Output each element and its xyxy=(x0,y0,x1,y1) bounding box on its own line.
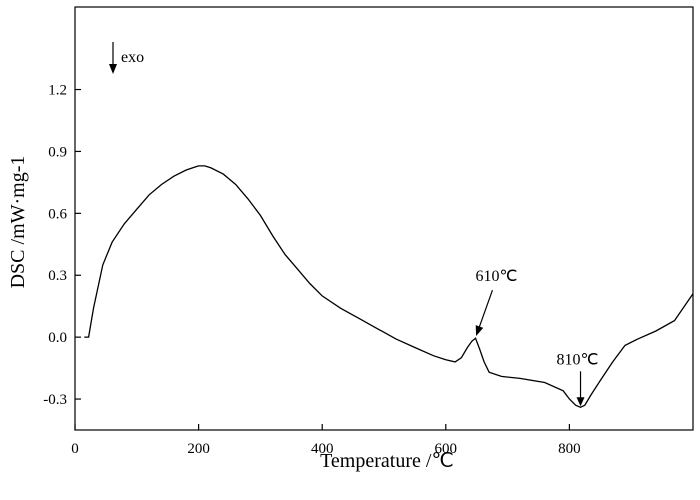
peak-810-label: 810℃ xyxy=(557,351,599,368)
peak-810-annotation: 810℃ xyxy=(557,351,599,407)
y-tick-label: 0.9 xyxy=(48,144,67,160)
y-tick-label: 0.6 xyxy=(48,206,67,222)
exo-label: exo xyxy=(121,49,144,66)
x-tick-label: 800 xyxy=(558,441,581,457)
plot-frame xyxy=(74,6,694,431)
x-tick-label: 200 xyxy=(187,441,210,457)
x-tick-label: 400 xyxy=(311,441,334,457)
x-axis-title: Temperature /℃ xyxy=(320,450,454,472)
dsc-curve xyxy=(84,165,694,409)
peak-810-arrowhead xyxy=(576,397,585,407)
y-tick-label: -0.3 xyxy=(43,392,67,408)
x-axis-ticks: 0 200 400 600 800 xyxy=(71,424,581,457)
exo-arrowhead xyxy=(109,64,117,74)
peak-610-annotation: 610℃ xyxy=(475,268,517,336)
exo-annotation: exo xyxy=(109,42,144,74)
y-tick-label: 0.3 xyxy=(48,268,67,284)
y-axis-ticks: -0.3 0.0 0.3 0.6 0.9 1.2 xyxy=(43,83,81,408)
peak-610-arrowhead xyxy=(475,325,484,336)
x-tick-label: 0 xyxy=(71,441,79,457)
y-axis-title: DSC /mW·mg-1 xyxy=(7,156,29,289)
y-tick-label: 0.0 xyxy=(48,330,67,346)
x-tick-label: 600 xyxy=(435,441,458,457)
y-tick-label: 1.2 xyxy=(48,83,67,99)
peak-610-arrow xyxy=(476,289,494,333)
peak-610-label: 610℃ xyxy=(475,268,517,285)
